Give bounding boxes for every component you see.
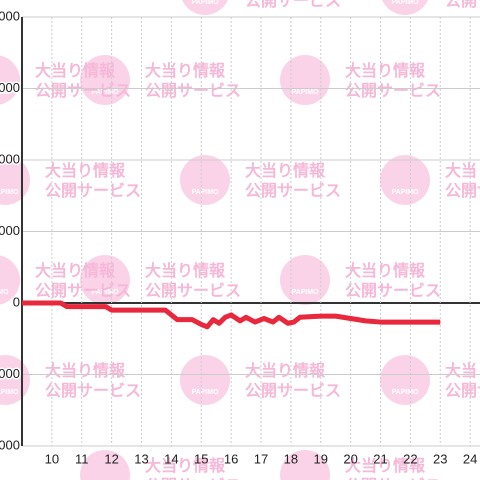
y-tick-label: -3,000 [0,366,20,381]
y-tick-label: 0 [13,294,20,309]
watermark-logo-text: PAPIMO [191,389,219,396]
watermark-text: 公開サービス [145,82,241,100]
watermark-logo [80,55,130,105]
watermark-logo [280,450,330,480]
watermark-text: 大当り情報 [45,361,126,380]
y-tick-label: -6,000 [0,437,20,452]
watermark-text: 公開サービス [345,477,441,480]
watermark-text: 公開サービス [45,182,141,200]
watermark-logo [382,0,428,15]
x-tick-label: 19 [314,451,328,466]
watermark-logo [182,0,228,15]
watermark-text: 公開サービス [35,282,131,300]
watermark-text: 大当り情報 [345,456,426,475]
watermark-logo [380,355,430,405]
watermark-text: 大当り情報 [345,261,426,280]
watermark-text: 公開サービス [345,282,441,300]
watermark-logo-text: PAPIMO [0,89,9,96]
watermark-text: 大当り情報 [245,161,326,180]
plot [22,300,441,330]
x-tick-label: 11 [75,451,89,466]
watermark-logo [0,255,20,305]
x-tick-label: 14 [164,451,178,466]
watermark-logo-text: PAPIMO [191,0,219,6]
x-tick-label: 16 [224,451,238,466]
x-tick-label: 10 [45,451,59,466]
x-tick-label: 15 [194,451,208,466]
x-tick-label: 21 [373,451,387,466]
watermark-text: 公開サービス [345,82,441,100]
watermark-logo-text: PAPIMO [391,389,419,396]
watermark-logo-text: PAPIMO [291,89,319,96]
watermark-text: 公開サービス [45,382,141,400]
watermark-logo [380,155,430,205]
watermark-logo [80,255,130,305]
watermark-logo-text: PAPIMO [0,289,9,296]
watermark-text: 公開サービス [35,82,131,100]
watermark-text: 公開サービス [245,382,341,400]
x-tick-label: 23 [433,451,447,466]
watermark-logo [80,450,130,480]
watermark-text: 公開サービス [445,0,480,10]
watermark-logo [0,55,20,105]
watermark-text: 公開サービス [245,0,341,10]
data-line [22,300,441,330]
x-tick-label: 13 [134,451,148,466]
y-tick-label: 6,000 [0,151,20,166]
watermark-logo [180,155,230,205]
watermark-text: 大当り情報 [145,61,226,80]
watermark-text: 大当り情報 [445,361,480,380]
watermark-text: 公開サービス [145,282,241,300]
x-tick-label: 24 [463,451,477,466]
watermark-text: 大当り情報 [35,61,116,80]
watermark-logo-text: PAPIMO [191,189,219,196]
x-tick-label: 20 [343,451,357,466]
watermark-logo-text: PAPIMO [291,289,319,296]
x-tick-label: 17 [254,451,268,466]
watermark-text: 公開サービス [445,182,480,200]
watermark-text: 大当り情報 [145,456,226,475]
watermark-logo-text: PAPIMO [91,289,119,296]
watermark-logo-text: PAPIMO [0,189,19,196]
y-tick-label: 3,000 [0,223,20,238]
watermark-text: 公開サービス [145,477,241,480]
watermark-logo-text: PAPIMO [391,189,419,196]
watermark-logo-text: PAPIMO [91,89,119,96]
watermark-text: 公開サービス [245,182,341,200]
x-tick-label: 18 [284,451,298,466]
y-tick-label: 12,000 [0,8,20,23]
y-tick-label: 9,000 [0,80,20,95]
watermark-logo [280,55,330,105]
watermark-text: 大当り情報 [245,361,326,380]
watermark-logo [180,355,230,405]
watermark-text: 公開サービス [445,382,480,400]
watermark-logo-text: PAPIMO [391,0,419,6]
watermark-text: 大当り情報 [445,161,480,180]
watermark-text: 大当り情報 [145,261,226,280]
x-tick-label: 12 [104,451,118,466]
watermark-text: 大当り情報 [35,261,116,280]
grid: 12,000 9,000 6,000 3,000 0 -3,000 -6,000 10 11 12… [0,7,480,466]
x-tick-label: 22 [403,451,417,466]
watermark-text: 大当り情報 [45,161,126,180]
watermark-text: 大当り情報 [345,61,426,80]
watermark-logo-text: PAPIMO [0,389,19,396]
watermark-logo [280,255,330,305]
